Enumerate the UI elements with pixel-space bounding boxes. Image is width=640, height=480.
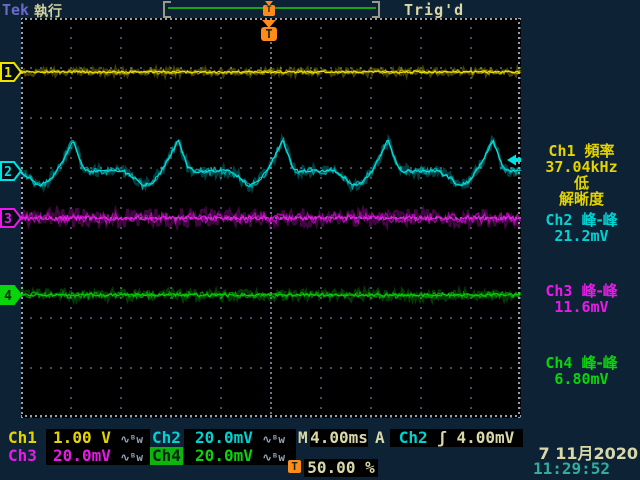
ch2-volts-per-div: 20.0mV <box>195 428 253 447</box>
ch3-trace <box>20 214 521 222</box>
low-resolution-warning: 低 <box>573 174 589 192</box>
ac-coupling-icon: ∿ <box>262 451 272 464</box>
channel-number: 2 <box>4 165 12 180</box>
ch3-label: Ch3 <box>8 446 37 465</box>
trigger-status: Trig'd <box>404 1 465 19</box>
bandwidth-limit-icon: ᴮw <box>129 433 143 446</box>
measurement-ch4-pkpk: Ch4 峰-峰 6.80mV <box>523 355 640 387</box>
ch1-label: Ch1 <box>8 428 37 447</box>
measurement-type: 峰-峰 <box>581 282 618 300</box>
channel-1-marker: 1 <box>0 62 23 82</box>
channel-2-marker: 2 <box>0 161 23 181</box>
measurement-channel: Ch3 <box>545 282 573 300</box>
timebase-label: M <box>298 428 308 447</box>
trigger-type-label: A <box>375 428 385 447</box>
trigger-position-marker-icon <box>262 20 276 28</box>
trigger-position-readout: 50.00 % <box>304 459 378 477</box>
time-readout: 11:29:52 <box>532 459 610 478</box>
trigger-level-arrow-icon <box>507 154 521 166</box>
measurement-channel: Ch2 <box>545 211 573 229</box>
measurement-ch3-pkpk: Ch3 峰-峰 11.6mV <box>523 283 640 315</box>
ch3-volts-per-div: 20.0mV <box>53 446 111 465</box>
waveform-display <box>19 17 522 419</box>
date-readout: 7 11月2020 <box>538 444 638 463</box>
ch1-scale-readout: 1.00 V ∿ᴮw <box>46 429 150 447</box>
record-view-left-bracket <box>163 1 171 18</box>
record-view-right-bracket <box>372 1 380 18</box>
ac-coupling-icon: ∿ <box>120 433 130 446</box>
channel-4-marker: 4 <box>0 285 23 305</box>
top-status-bar: Tek 執行 T Trig'd <box>0 0 640 20</box>
measurement-ch1-frequency: Ch1 頻率 37.04kHz 低 解晰度 <box>523 143 640 207</box>
measurement-type: 峰-峰 <box>581 354 618 372</box>
trigger-readout: Ch2 ʃ 4.00mV <box>390 429 523 447</box>
ch2-trace <box>20 139 521 188</box>
measurement-channel: Ch1 <box>548 142 576 160</box>
measurement-value: 6.80mV <box>554 370 609 388</box>
ch2-scale-readout: 20.0mV ∿ᴮw <box>184 429 296 447</box>
measurement-channel: Ch4 <box>545 354 573 372</box>
channel-number: 3 <box>4 212 12 227</box>
bandwidth-limit-icon: ᴮw <box>271 451 285 464</box>
trigger-position-icon: T <box>288 460 301 473</box>
ac-coupling-icon: ∿ <box>120 451 130 464</box>
timebase-readout: 4.00ms <box>310 428 368 447</box>
channel-number: 4 <box>4 289 12 304</box>
ch4-scale-readout: 20.0mV ∿ᴮw <box>184 447 296 465</box>
ch1-trace <box>20 70 521 74</box>
measurement-value: 21.2mV <box>554 227 609 245</box>
scope-graticule-and-traces <box>19 17 522 419</box>
acquisition-status: 執行 <box>34 4 62 20</box>
bandwidth-limit-icon: ᴮw <box>271 433 285 446</box>
measurement-type: 峰-峰 <box>581 211 618 229</box>
measurement-type: 頻率 <box>584 142 615 160</box>
measurement-value: 37.04kHz <box>545 158 618 176</box>
trigger-position-icon: T <box>263 5 275 16</box>
rising-edge-icon: ʃ <box>437 428 447 447</box>
trigger-level: 4.00mV <box>456 428 515 447</box>
ch4-volts-per-div: 20.0mV <box>195 446 253 465</box>
measurement-ch2-pkpk: Ch2 峰-峰 21.2mV <box>523 212 640 244</box>
ch4-trace <box>20 292 521 298</box>
tek-logo: Tek <box>2 1 30 19</box>
ac-coupling-icon: ∿ <box>262 433 272 446</box>
low-resolution-warning: 解晰度 <box>558 190 604 208</box>
ch1-volts-per-div: 1.00 V <box>53 428 111 447</box>
trigger-position-icon <box>265 1 273 6</box>
measurement-value: 11.6mV <box>554 298 609 316</box>
ch4-label-selected: Ch4 <box>150 446 183 465</box>
channel-number: 1 <box>4 66 12 81</box>
trigger-source: Ch2 <box>398 428 428 447</box>
bandwidth-limit-icon: ᴮw <box>129 451 143 464</box>
ch3-scale-readout: 20.0mV ∿ᴮw <box>46 447 150 465</box>
channel-3-marker: 3 <box>0 208 23 228</box>
ch2-label: Ch2 <box>152 428 181 447</box>
trigger-position-marker: T <box>261 27 277 41</box>
